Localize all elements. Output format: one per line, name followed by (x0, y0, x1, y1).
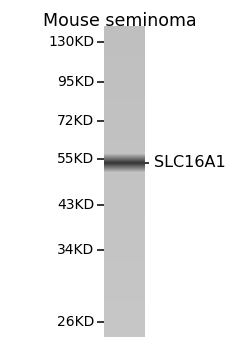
Text: SLC16A1: SLC16A1 (154, 155, 226, 170)
Text: Mouse seminoma: Mouse seminoma (43, 12, 196, 30)
Text: 55KD: 55KD (57, 152, 94, 166)
Text: 95KD: 95KD (57, 75, 94, 89)
Text: 72KD: 72KD (57, 114, 94, 128)
Text: 130KD: 130KD (48, 35, 94, 49)
Text: 43KD: 43KD (57, 198, 94, 212)
Text: 26KD: 26KD (57, 315, 94, 329)
Text: 34KD: 34KD (57, 243, 94, 257)
